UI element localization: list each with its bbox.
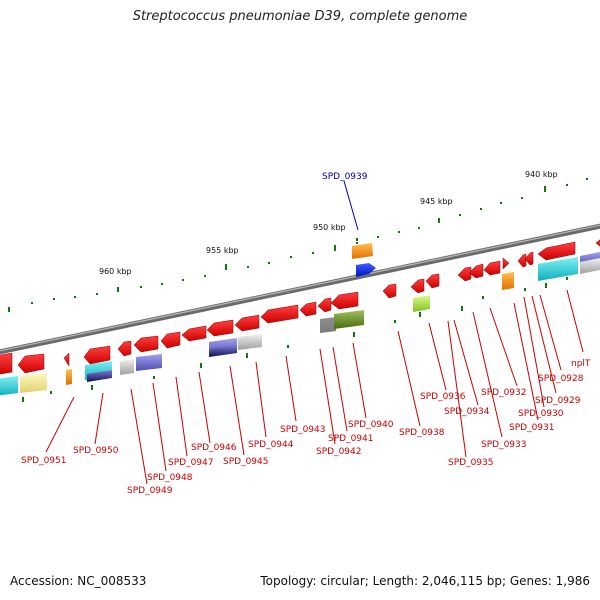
scale-label-945: 945 kbp [420, 197, 453, 206]
gene-label[interactable]: SPD_0938 [399, 428, 445, 438]
gene-label[interactable]: nplT [571, 359, 591, 369]
highlight-gene-label[interactable]: SPD_0939 [322, 172, 368, 182]
forward-strand-features [352, 243, 376, 277]
gene-orange-forward [352, 243, 373, 259]
highlight-leader-line [343, 180, 359, 231]
scale-label-940: 940 kbp [525, 170, 558, 179]
gene-label[interactable]: SPD_0934 [444, 407, 490, 417]
gene-label[interactable]: SPD_0928 [538, 374, 584, 384]
gene-label[interactable]: SPD_0945 [223, 457, 268, 467]
gene-label[interactable]: SPD_0946 [191, 443, 237, 453]
gene-spd0939-arrow [356, 263, 376, 277]
gene-label[interactable]: SPD_0936 [420, 392, 466, 402]
gene-label[interactable]: SPD_0929 [535, 396, 581, 406]
gene-label[interactable]: SPD_0930 [518, 409, 564, 419]
gene-label[interactable]: SPD_0932 [481, 388, 526, 398]
strand-ticks [22, 238, 568, 402]
gene-label[interactable]: SPD_0942 [316, 447, 361, 457]
scale-label-950: 950 kbp [313, 223, 346, 232]
gene-label[interactable]: SPD_0951 [21, 456, 66, 466]
gene-label[interactable]: SPD_0947 [168, 458, 213, 468]
label-leader-lines [45, 289, 584, 485]
gene-label[interactable]: SPD_0948 [147, 473, 193, 483]
gene-label[interactable]: SPD_0940 [348, 420, 394, 430]
scale-track [8, 178, 588, 312]
scale-labels: 940 kbp 945 kbp 950 kbp 955 kbp 960 kbp [99, 170, 558, 276]
gene-label[interactable]: SPD_0935 [448, 458, 493, 468]
topology-text: Topology: circular; Length: 2,046,115 bp… [260, 574, 590, 588]
gene-label-group: nplT SPD_0928 SPD_0929 SPD_0930 SPD_0931… [21, 359, 591, 496]
gene-label[interactable]: SPD_0943 [280, 425, 325, 435]
gene-label[interactable]: SPD_0944 [248, 440, 294, 450]
gene-label[interactable]: SPD_0931 [509, 423, 554, 433]
scale-label-960: 960 kbp [99, 267, 132, 276]
gene-arrows [0, 239, 600, 375]
page-title: Streptococcus pneumoniae D39, complete g… [132, 9, 468, 24]
genome-backbone [0, 223, 600, 355]
scale-label-955: 955 kbp [206, 246, 239, 255]
gene-label[interactable]: SPD_0949 [127, 486, 173, 496]
accession-text: Accession: NC_008533 [10, 574, 147, 588]
gene-label[interactable]: SPD_0933 [481, 440, 526, 450]
reverse-strand-features [0, 252, 600, 396]
gene-label[interactable]: SPD_0950 [73, 446, 119, 456]
gene-label[interactable]: SPD_0941 [328, 434, 373, 444]
